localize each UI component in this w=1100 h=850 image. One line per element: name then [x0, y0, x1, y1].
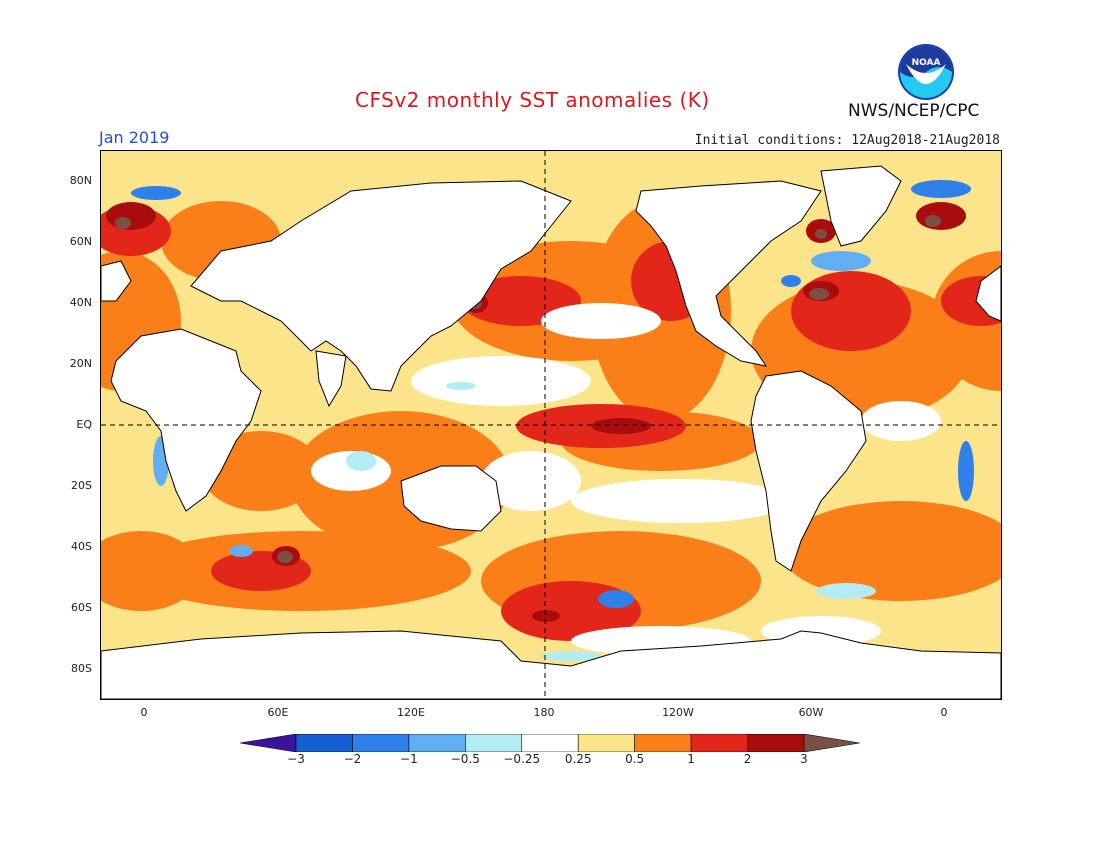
lat-label-40s: 40S [71, 540, 92, 553]
colorbar-tick-label: −0.5 [450, 752, 480, 766]
colorbar-box [408, 733, 466, 753]
colorbar-tick-label: 1 [687, 752, 695, 766]
neutral-regions [311, 303, 941, 656]
sst-anomaly-map [100, 150, 1002, 700]
colorbar-tick-label: −2 [343, 752, 362, 766]
colorbar-tick-label: 2 [743, 752, 752, 766]
colorbar-box [577, 733, 635, 753]
lat-label-80n: 80N [69, 174, 92, 187]
initial-conditions: Initial conditions: 12Aug2018-21Aug2018 [694, 133, 1000, 148]
lon-label-120w: 120W [662, 706, 694, 719]
colorbar-tick-label: −0.25 [503, 752, 541, 766]
colorbar-box [465, 733, 523, 753]
colorbar-tick-label: 0.5 [625, 752, 645, 766]
lat-label-60s: 60S [71, 601, 92, 614]
colorbar-box [747, 733, 805, 753]
colorbar-box [352, 733, 410, 753]
agency-label: NWS/NCEP/CPC [848, 101, 980, 121]
colorbar-box [634, 733, 692, 753]
noaa-logo: NOAA [896, 42, 956, 102]
forecast-month: Jan 2019 [99, 128, 170, 147]
lon-label-0: 0 [140, 706, 148, 719]
lat-label-40n: 40N [69, 296, 92, 309]
lat-label-60n: 60N [69, 235, 92, 248]
map-title: CFSv2 monthly SST anomalies (K) [355, 88, 710, 112]
colorbar-tick-label: 0.25 [564, 752, 592, 766]
colorbar-box [521, 733, 579, 753]
lat-label-eq: EQ [76, 418, 92, 431]
colorbar-tick-label: 3 [800, 752, 808, 766]
lon-label-60e: 60E [267, 706, 289, 719]
colorbar-box [295, 733, 353, 753]
lon-label-60w: 60W [798, 706, 824, 719]
extreme-warm-cores [115, 215, 941, 563]
land-masses [101, 165, 1001, 699]
lon-label-120e: 120E [397, 706, 425, 719]
colorbar-tick-label: −3 [287, 752, 305, 766]
colorbar-over-triangle [803, 733, 861, 753]
lon-label-0-east: 0 [940, 706, 948, 719]
lat-label-80s: 80S [71, 662, 92, 675]
colorbar-box [690, 733, 748, 753]
cold-anomaly-regions [131, 180, 974, 661]
lon-label-180: 180 [533, 706, 555, 719]
logo-text: NOAA [912, 58, 941, 68]
colorbar-tick-label: −1 [400, 752, 418, 766]
lat-label-20n: 20N [69, 357, 92, 370]
colorbar [239, 733, 861, 756]
colorbar-under-triangle [239, 733, 297, 753]
lat-label-20s: 20S [71, 479, 92, 492]
